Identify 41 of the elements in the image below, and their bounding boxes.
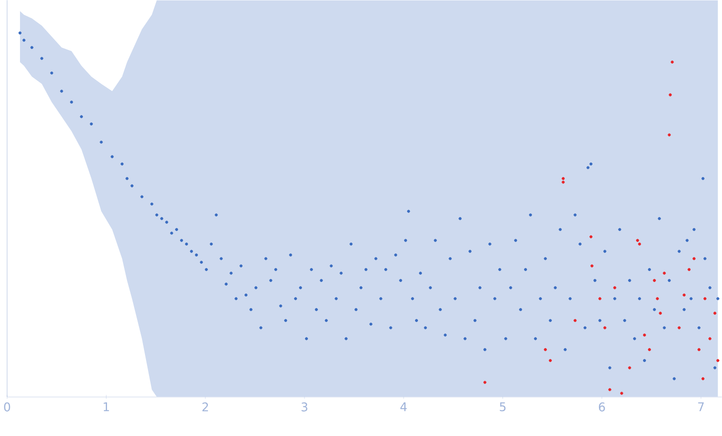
point: [688, 268, 691, 272]
point: [658, 312, 662, 315]
x-tick-label: 6: [598, 402, 605, 412]
x-tick-label: 0: [4, 402, 10, 412]
point: [668, 93, 672, 96]
x-tick-label: 3: [302, 402, 308, 412]
point: [678, 326, 681, 330]
point: [628, 366, 632, 370]
point: [589, 235, 592, 238]
x-tick-label: 7: [698, 402, 704, 412]
x-tick-label: 4: [400, 402, 407, 412]
point: [662, 272, 666, 275]
point: [562, 180, 565, 184]
point: [656, 297, 659, 300]
x-tick-label: 5: [500, 402, 506, 412]
point: [483, 380, 486, 384]
point: [636, 239, 640, 242]
point: [703, 297, 706, 300]
point: [701, 377, 704, 380]
point: [613, 286, 616, 290]
point: [682, 294, 686, 297]
point: [692, 257, 696, 260]
point: [648, 348, 651, 352]
point: [708, 337, 712, 340]
point: [574, 319, 577, 322]
point: [698, 348, 701, 352]
point: [670, 60, 674, 64]
point: [598, 297, 602, 300]
x-tick-label: 2: [202, 402, 208, 412]
point: [608, 388, 612, 392]
x-tick-label: 1: [104, 402, 109, 412]
point: [544, 348, 547, 352]
point: [638, 242, 642, 246]
point: [642, 334, 646, 337]
point: [603, 326, 606, 330]
point: [620, 392, 624, 395]
point: [590, 264, 594, 268]
point: [562, 177, 565, 180]
point: [548, 359, 552, 362]
point: [668, 133, 671, 136]
point: [652, 279, 656, 282]
